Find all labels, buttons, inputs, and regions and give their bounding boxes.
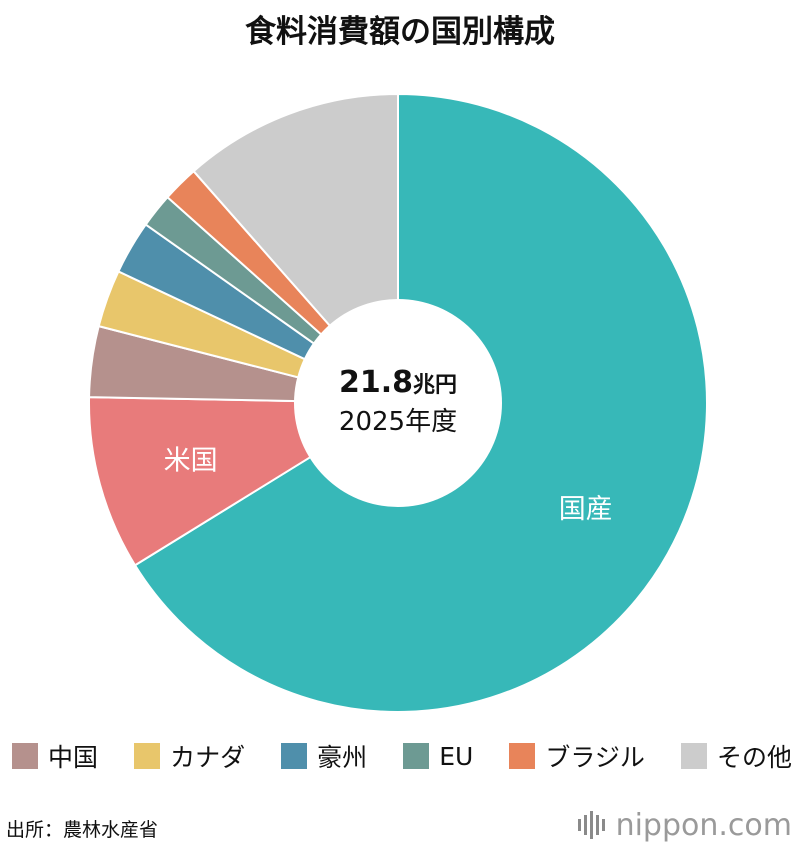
legend-swatch-brazil bbox=[509, 743, 536, 769]
legend-swatch-eu bbox=[403, 743, 430, 769]
center-total-value: 21.8 bbox=[339, 365, 413, 400]
legend-label-china: 中国 bbox=[48, 743, 99, 772]
slice-labels: 国産 米国 bbox=[164, 446, 613, 525]
legend-label-other: その他 bbox=[716, 743, 792, 772]
legend-label-eu: EU bbox=[439, 741, 474, 771]
slice-label-1: 米国 bbox=[164, 446, 218, 477]
source-note: 出所：農林水産省 bbox=[6, 819, 159, 841]
legend-item-other: その他 bbox=[680, 738, 792, 774]
legend-item-china: 中国 bbox=[12, 738, 98, 774]
center-year: 2025年度 bbox=[339, 407, 457, 437]
legend-swatch-canada bbox=[134, 743, 161, 769]
legend-item-australia: 豪州 bbox=[281, 738, 367, 774]
donut-hole bbox=[294, 299, 502, 507]
legend: 中国 カナダ 豪州 EU ブラジル その他 bbox=[12, 736, 792, 776]
center-total: 21.8兆円 bbox=[339, 365, 457, 400]
chart-title: 食料消費額の国別構成 bbox=[245, 14, 555, 50]
legend-item-brazil: ブラジル bbox=[509, 738, 645, 774]
legend-item-canada: カナダ bbox=[134, 738, 245, 774]
logo-name: nippon bbox=[615, 807, 719, 843]
sound-bars-icon bbox=[577, 811, 608, 839]
legend-swatch-australia bbox=[281, 743, 308, 769]
logo-suffix: .com bbox=[718, 807, 792, 843]
legend-swatch-other bbox=[680, 743, 707, 769]
legend-label-canada: カナダ bbox=[170, 743, 246, 772]
logo-text: nippon.com bbox=[616, 808, 792, 843]
center-total-unit: 兆円 bbox=[413, 373, 457, 398]
nippon-logo: nippon.com bbox=[577, 808, 792, 843]
legend-item-eu: EU bbox=[403, 742, 473, 771]
legend-label-australia: 豪州 bbox=[317, 743, 368, 772]
donut-chart: 21.8兆円 2025年度 国産 米国 bbox=[88, 92, 708, 713]
legend-label-brazil: ブラジル bbox=[545, 743, 645, 772]
legend-swatch-china bbox=[12, 743, 38, 769]
slice-label-0: 国産 bbox=[559, 494, 613, 525]
